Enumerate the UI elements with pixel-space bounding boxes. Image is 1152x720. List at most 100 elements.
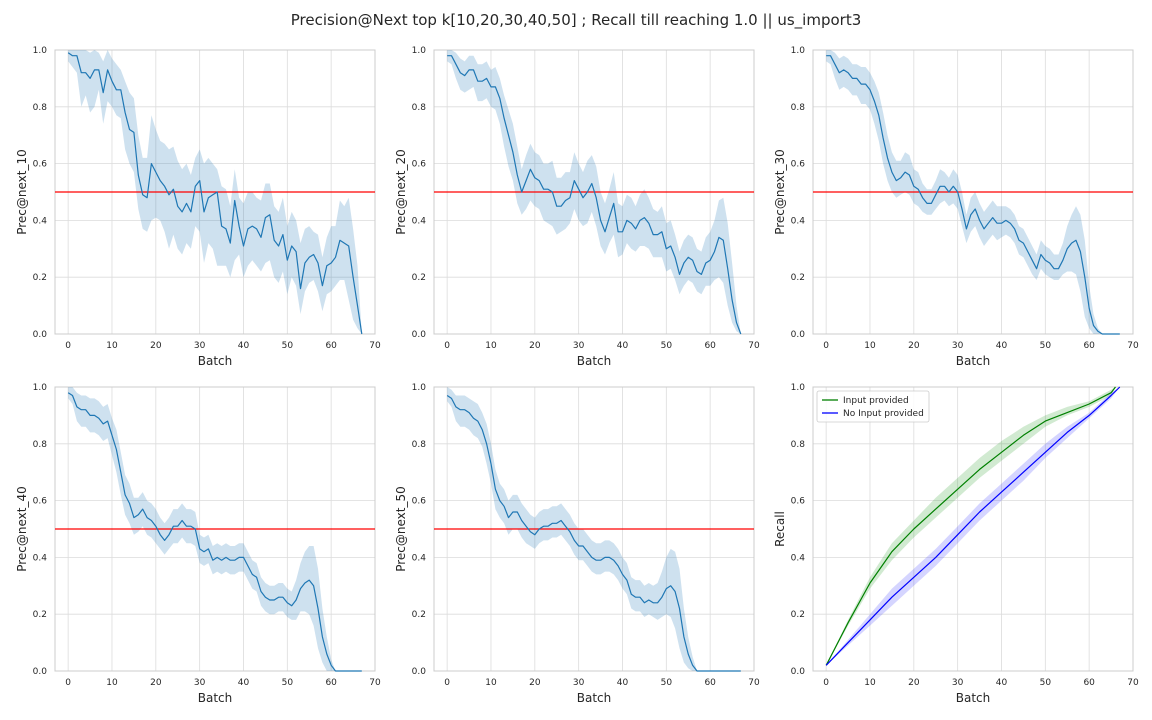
x-tick-label: 40 — [996, 341, 1008, 351]
x-tick-label: 60 — [325, 678, 337, 688]
x-tick-label: 60 — [325, 341, 337, 351]
y-tick-label: 0.0 — [791, 667, 806, 677]
x-tick-label: 10 — [106, 678, 118, 688]
y-axis-label: Recall — [773, 511, 787, 547]
x-tick-label: 10 — [864, 678, 876, 688]
x-tick-label: 40 — [996, 678, 1008, 688]
x-tick-label: 20 — [908, 341, 920, 351]
x-tick-label: 40 — [617, 678, 629, 688]
y-axis-label: Prec@next_10 — [15, 149, 29, 235]
subplot-4: 0 10 20 30 40 50 60 70 0.0 0.2 0.4 0.6 0.8 1.0 Batch Pr… — [15, 383, 381, 705]
x-tick-label: 30 — [952, 341, 964, 351]
y-tick-label: 0.0 — [412, 667, 427, 677]
x-axis-label: Batch — [956, 691, 991, 705]
y-tick-label: 1.0 — [412, 383, 427, 393]
y-tick-label: 1.0 — [33, 383, 48, 393]
confidence-band-1 — [68, 387, 362, 671]
x-axis-label: Batch — [577, 354, 612, 368]
x-tick-label: 0 — [823, 678, 829, 688]
y-tick-label: 0.6 — [791, 497, 806, 507]
x-tick-label: 30 — [952, 678, 964, 688]
x-tick-label: 20 — [529, 678, 541, 688]
y-tick-label: 0.0 — [791, 330, 806, 340]
y-tick-label: 0.6 — [412, 160, 427, 170]
legend: Input provided No Input provided — [816, 390, 930, 423]
x-tick-label: 70 — [369, 678, 381, 688]
series-line-1 — [67, 392, 362, 672]
y-tick-label: 0.2 — [412, 610, 426, 620]
x-tick-label: 70 — [748, 341, 760, 351]
x-tick-label: 60 — [1083, 678, 1095, 688]
x-tick-label: 10 — [485, 678, 497, 688]
x-tick-label: 20 — [150, 341, 162, 351]
x-tick-label: 30 — [194, 341, 206, 351]
y-tick-label: 0.4 — [791, 553, 806, 563]
x-tick-label: 0 — [65, 341, 71, 351]
y-tick-label: 0.0 — [33, 667, 48, 677]
series-line-1 — [447, 55, 742, 335]
subplot-1: 0 10 20 30 40 50 60 70 0.0 0.2 0.4 0.6 0.8 1.0 Batch Pr… — [15, 46, 381, 368]
y-tick-label: 0.2 — [791, 273, 805, 283]
y-tick-label: 0.8 — [33, 103, 48, 113]
x-axis-label: Batch — [577, 691, 612, 705]
x-tick-label: 0 — [444, 678, 450, 688]
x-tick-label: 20 — [908, 678, 920, 688]
figure-title: Precision@Next top k[10,20,30,40,50] ; R… — [290, 11, 862, 29]
subplot-6: 0 10 20 30 40 50 60 70 0.0 0.2 0.4 0.6 0.8 1.0 Batch Re… — [773, 383, 1139, 705]
x-tick-label: 50 — [661, 341, 673, 351]
y-tick-label: 0.2 — [412, 273, 426, 283]
legend-box — [816, 390, 930, 423]
y-tick-label: 0.0 — [412, 330, 427, 340]
x-tick-label: 50 — [1040, 678, 1052, 688]
x-tick-label: 70 — [1127, 678, 1139, 688]
y-tick-label: 0.6 — [33, 160, 48, 170]
series-line-1 — [446, 395, 741, 672]
x-tick-label: 60 — [704, 678, 716, 688]
y-tick-label: 0.0 — [33, 330, 48, 340]
x-tick-label: 50 — [661, 678, 673, 688]
x-tick-label: 20 — [150, 678, 162, 688]
x-tick-label: 0 — [65, 678, 71, 688]
x-tick-label: 0 — [444, 341, 450, 351]
x-tick-label: 10 — [864, 341, 876, 351]
x-tick-label: 30 — [573, 341, 585, 351]
x-axis-label: Batch — [198, 354, 233, 368]
x-tick-label: 10 — [106, 341, 118, 351]
y-axis-label: Prec@next_50 — [394, 486, 408, 572]
y-tick-label: 0.2 — [33, 610, 47, 620]
x-tick-label: 60 — [1083, 341, 1095, 351]
x-tick-label: 50 — [282, 341, 294, 351]
series-line-1 — [826, 55, 1120, 335]
y-tick-label: 0.4 — [791, 216, 806, 226]
y-axis-label: Prec@next_20 — [394, 149, 408, 235]
x-tick-label: 30 — [573, 678, 585, 688]
plot-frame — [812, 386, 1134, 672]
legend-entry: Input provided — [843, 396, 909, 406]
confidence-band-1 — [826, 50, 1120, 334]
y-tick-label: 0.6 — [412, 497, 427, 507]
y-tick-label: 0.2 — [791, 610, 805, 620]
y-axis-label: Prec@next_40 — [15, 486, 29, 572]
confidence-band-2 — [826, 387, 1120, 666]
y-tick-label: 0.4 — [33, 553, 48, 563]
confidence-band-1 — [447, 387, 741, 671]
x-tick-label: 20 — [529, 341, 541, 351]
x-tick-label: 40 — [617, 341, 629, 351]
y-tick-label: 0.4 — [412, 216, 427, 226]
y-tick-label: 1.0 — [33, 46, 48, 56]
x-tick-label: 0 — [823, 341, 829, 351]
y-tick-label: 1.0 — [791, 383, 806, 393]
x-tick-label: 30 — [194, 678, 206, 688]
series-line-1 — [825, 386, 1116, 666]
series-line-2 — [825, 386, 1121, 666]
x-axis-label: Batch — [198, 691, 233, 705]
y-axis-label: Prec@next_30 — [773, 149, 787, 235]
x-tick-label: 70 — [748, 678, 760, 688]
x-tick-label: 50 — [282, 678, 294, 688]
x-tick-label: 50 — [1040, 341, 1052, 351]
y-tick-label: 1.0 — [412, 46, 427, 56]
y-tick-label: 0.8 — [412, 440, 427, 450]
y-tick-label: 0.8 — [791, 440, 806, 450]
y-tick-label: 0.8 — [33, 440, 48, 450]
